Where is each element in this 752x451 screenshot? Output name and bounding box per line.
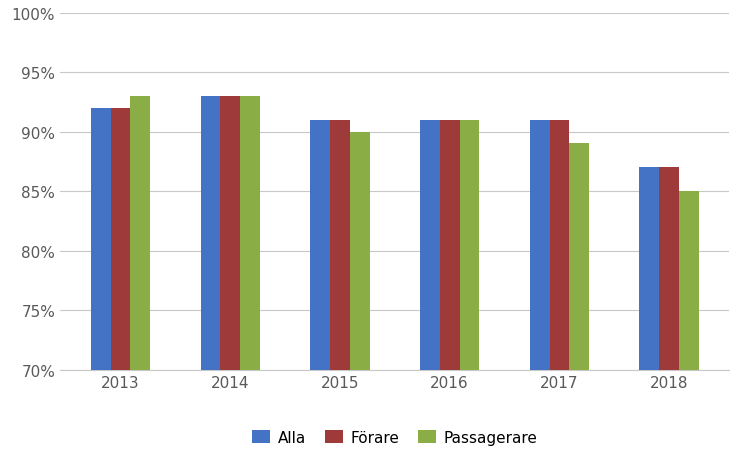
Bar xyxy=(111,109,130,451)
Bar xyxy=(440,120,459,451)
Bar xyxy=(311,120,330,451)
Bar xyxy=(91,109,111,451)
Bar xyxy=(330,120,350,451)
Bar xyxy=(201,97,220,451)
Bar xyxy=(350,132,369,451)
Bar xyxy=(639,168,660,451)
Legend: Alla, Förare, Passagerare: Alla, Förare, Passagerare xyxy=(246,424,544,451)
Bar xyxy=(240,97,260,451)
Bar xyxy=(550,120,569,451)
Bar xyxy=(529,120,550,451)
Bar xyxy=(660,168,679,451)
Bar xyxy=(420,120,440,451)
Bar xyxy=(220,97,240,451)
Bar xyxy=(130,97,150,451)
Bar xyxy=(569,144,589,451)
Bar xyxy=(459,120,479,451)
Bar xyxy=(679,192,699,451)
